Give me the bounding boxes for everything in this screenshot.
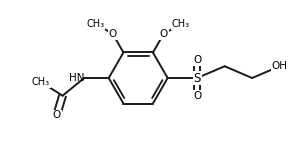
Text: O: O <box>52 110 61 120</box>
Text: CH₃: CH₃ <box>32 77 50 87</box>
Text: O: O <box>193 91 201 101</box>
Text: CH₃: CH₃ <box>172 19 190 29</box>
Text: S: S <box>193 72 201 85</box>
Text: CH₃: CH₃ <box>87 19 105 29</box>
Text: HN: HN <box>69 73 84 83</box>
Text: O: O <box>193 55 201 65</box>
Text: OH: OH <box>272 61 288 71</box>
Text: O: O <box>108 29 117 39</box>
Text: O: O <box>160 29 168 39</box>
